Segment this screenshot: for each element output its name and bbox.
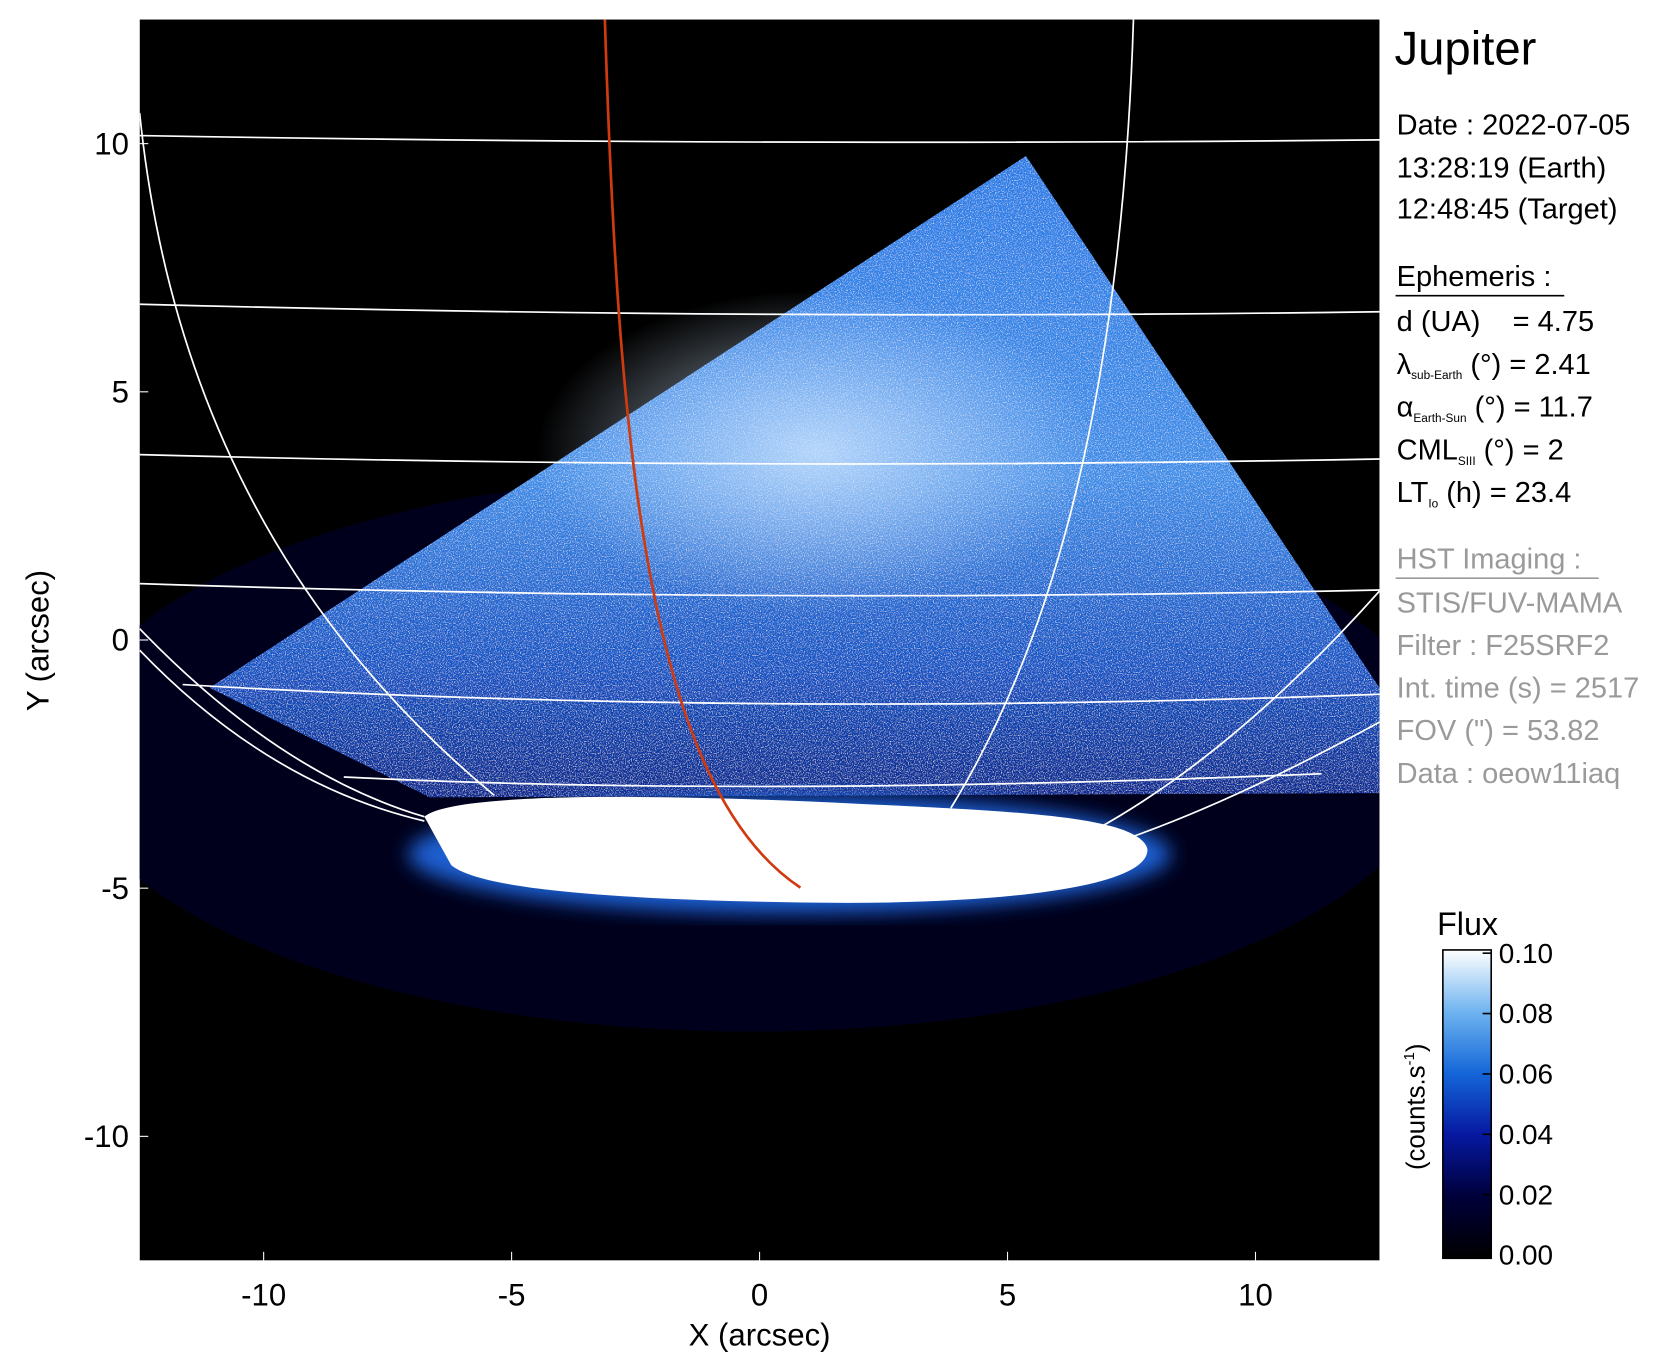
y-tick-label: 5 bbox=[112, 375, 129, 410]
colorbar: Flux (counts.s-1) 0.00 0.02 0.04 0.06 0.08 0.… bbox=[1401, 906, 1553, 1271]
ephemeris-row: d (UA) = 4.75 bbox=[1397, 306, 1594, 338]
latitude-line bbox=[139, 453, 1380, 465]
info-panel: Jupiter Date : 2022-07-05 13:28:19 (Eart… bbox=[1395, 23, 1640, 790]
row-main: CML bbox=[1397, 434, 1458, 466]
longitude-line bbox=[139, 649, 425, 822]
row-rest: (°) = 11.7 bbox=[1467, 392, 1593, 424]
row-sub: Io bbox=[1428, 497, 1438, 511]
longitude-line bbox=[950, 19, 1135, 809]
aurora-oval bbox=[424, 796, 1148, 903]
x-tick-label: 0 bbox=[751, 1278, 768, 1313]
row-rest: (°) = 2.41 bbox=[1462, 349, 1590, 381]
colorbar-tick-label: 0.08 bbox=[1499, 998, 1553, 1029]
imaging-row: Filter : F25SRF2 bbox=[1397, 630, 1610, 662]
colorbar-title: Flux bbox=[1437, 906, 1498, 942]
coordinate-grid bbox=[139, 19, 1380, 840]
io-footprint-path bbox=[603, 19, 802, 889]
colorbar-tick-label: 0.00 bbox=[1499, 1240, 1553, 1271]
bright-region bbox=[537, 290, 1096, 613]
colorbar-label: (counts.s-1) bbox=[1401, 1044, 1431, 1171]
y-tick-label: 10 bbox=[94, 126, 129, 161]
y-axis-label: Y (arcsec) bbox=[20, 570, 55, 711]
latitude-line bbox=[182, 683, 1380, 705]
colorbar-label-sup: -1 bbox=[1401, 1052, 1418, 1065]
row-main: λ bbox=[1397, 349, 1412, 381]
colorbar-label-end: ) bbox=[1403, 1044, 1431, 1053]
ephemeris-row: CMLSIII (°) = 2 bbox=[1397, 434, 1564, 467]
longitude-line bbox=[139, 628, 425, 818]
colorbar-tick-label: 0.10 bbox=[1499, 938, 1553, 969]
y-tick-label: 0 bbox=[112, 623, 129, 658]
y-tick-label: -10 bbox=[84, 1119, 129, 1154]
latitude-line bbox=[343, 772, 1322, 788]
x-tick-label: -5 bbox=[498, 1278, 526, 1313]
imaging-row: STIS/FUV-MAMA bbox=[1397, 588, 1623, 620]
ephemeris-row: LTIo (h) = 23.4 bbox=[1397, 477, 1572, 510]
row-rest: (h) = 23.4 bbox=[1438, 477, 1571, 509]
longitude-line bbox=[139, 112, 495, 796]
row-sub: Earth-Sun bbox=[1413, 411, 1466, 425]
x-tick-label: -10 bbox=[241, 1278, 286, 1313]
image-panel bbox=[139, 19, 1380, 1261]
imaging-row: Int. time (s) = 2517 bbox=[1397, 673, 1640, 705]
target-name: Jupiter bbox=[1395, 23, 1537, 76]
ephemeris-row: αEarth-Sun (°) = 11.7 bbox=[1397, 392, 1593, 425]
date-line: 13:28:19 (Earth) bbox=[1397, 152, 1607, 184]
row-sub: sub-Earth bbox=[1411, 368, 1462, 382]
longitude-line bbox=[1095, 590, 1380, 831]
x-tick-label: 10 bbox=[1238, 1278, 1273, 1313]
row-rest: (°) = 2 bbox=[1476, 434, 1564, 466]
row-main: LT bbox=[1397, 477, 1429, 509]
imaging-row: FOV (") = 53.82 bbox=[1397, 715, 1600, 747]
colorbar-scale bbox=[1442, 949, 1493, 1260]
colorbar-tick-label: 0.02 bbox=[1499, 1179, 1553, 1210]
x-tick-label: 5 bbox=[999, 1278, 1016, 1313]
imaging-title: HST Imaging : bbox=[1397, 544, 1582, 576]
date-line: Date : 2022-07-05 bbox=[1397, 110, 1631, 142]
imaging-row: Data : oeow11iaq bbox=[1397, 758, 1621, 790]
ephemeris-row: λsub-Earth (°) = 2.41 bbox=[1397, 349, 1591, 382]
latitude-line bbox=[139, 134, 1380, 144]
ephemeris-title: Ephemeris : bbox=[1397, 261, 1552, 293]
y-tick-label: -5 bbox=[101, 871, 129, 906]
latitude-line bbox=[139, 582, 1380, 597]
date-line: 12:48:45 (Target) bbox=[1397, 193, 1618, 225]
row-main: d (UA) = 4.75 bbox=[1397, 306, 1594, 338]
row-sub: SIII bbox=[1458, 454, 1476, 468]
longitude-line bbox=[1127, 721, 1380, 840]
latitude-line bbox=[139, 303, 1380, 316]
colorbar-tick-label: 0.04 bbox=[1499, 1119, 1553, 1150]
x-axis-label: X (arcsec) bbox=[689, 1317, 831, 1352]
row-main: α bbox=[1397, 392, 1414, 424]
colorbar-label-text: (counts.s bbox=[1403, 1066, 1431, 1171]
colorbar-tick-label: 0.06 bbox=[1499, 1059, 1553, 1090]
